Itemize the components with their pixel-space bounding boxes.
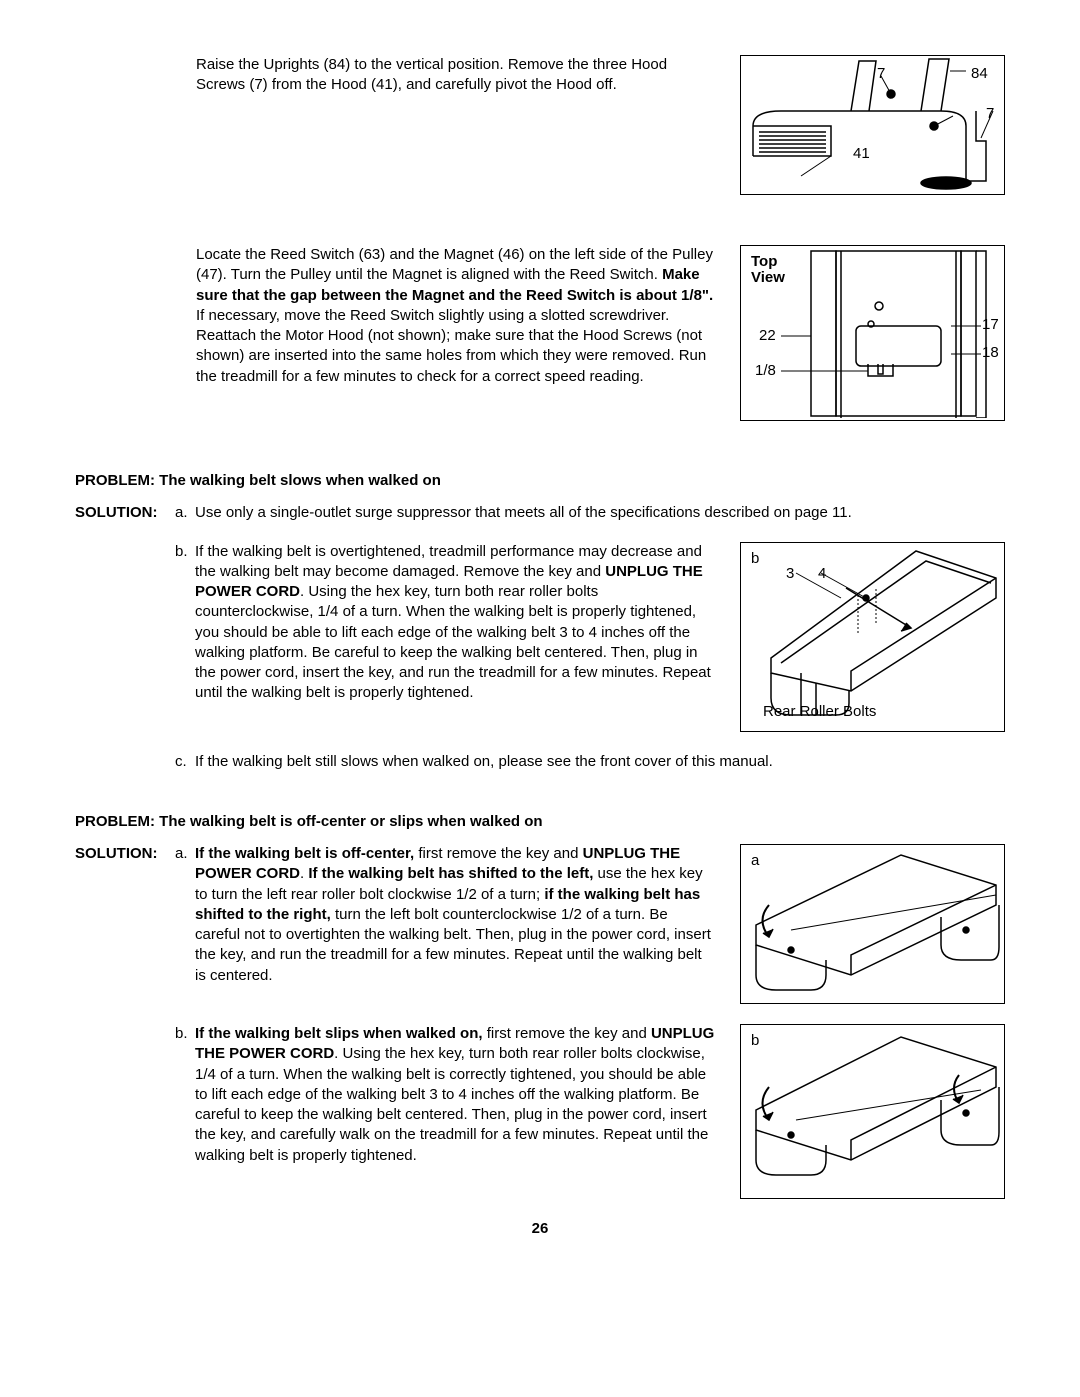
s2-p2: If necessary, move the Reed Switch sligh… bbox=[196, 307, 706, 385]
sol2b-blank bbox=[75, 1024, 175, 1166]
figure-2-topview: Top View 22 1/8 17 18 bbox=[740, 245, 1005, 421]
sol2b-text: If the walking belt slips when walked on… bbox=[195, 1024, 715, 1166]
fig5-b: b bbox=[751, 1031, 759, 1051]
fig4-a: a bbox=[751, 851, 759, 871]
solution1c: c. If the walking belt still slows when … bbox=[75, 752, 1005, 772]
problem2-heading: PROBLEM: The walking belt is off-center … bbox=[75, 812, 1005, 832]
figure-1-hood: 7 84 7 41 bbox=[740, 55, 1005, 195]
fig3-4: 4 bbox=[818, 564, 826, 584]
solution2b-section: b. If the walking belt slips when walked… bbox=[75, 1024, 1005, 1199]
p2b-p1: first remove the key and bbox=[483, 1025, 651, 1042]
section-1-text: Raise the Uprights (84) to the vertical … bbox=[75, 55, 740, 96]
fig1-label-84: 84 bbox=[971, 64, 988, 84]
fig3-3: 3 bbox=[786, 564, 794, 584]
sol2a-text: If the walking belt is off-center, first… bbox=[195, 844, 715, 986]
figure-3-rear-roller: b 3 4 Rear Roller Bolts bbox=[740, 542, 1005, 732]
fig1-label-7: 7 bbox=[877, 64, 885, 84]
sol2b-wrap: b. If the walking belt slips when walked… bbox=[75, 1024, 740, 1176]
p2a-b3: If the walking belt has shifted to the l… bbox=[308, 865, 593, 882]
fig2-r18: 18 bbox=[982, 343, 999, 363]
sol1b-letter: b. bbox=[175, 542, 195, 704]
para-raise-uprights: Raise the Uprights (84) to the vertical … bbox=[196, 55, 715, 96]
p1b-p2: . Using the hex key, turn both rear roll… bbox=[195, 583, 711, 701]
fig3-caption: Rear Roller Bolts bbox=[763, 702, 876, 722]
p2a-p1: first remove the key and bbox=[414, 845, 582, 862]
solution2a-section: SOLUTION: a. If the walking belt is off-… bbox=[75, 844, 1005, 1004]
solution1a: SOLUTION: a. Use only a single-outlet su… bbox=[75, 503, 1005, 523]
sol1c-blank bbox=[75, 752, 175, 772]
sol1b-blank bbox=[75, 542, 175, 704]
solution1b: b. If the walking belt is overtightened,… bbox=[75, 542, 715, 704]
section-2-text: Locate the Reed Switch (63) and the Magn… bbox=[75, 245, 740, 387]
figure-4-belt-a: a bbox=[740, 844, 1005, 1004]
sol1-label: SOLUTION: bbox=[75, 503, 175, 523]
sol1a-letter: a. bbox=[175, 503, 195, 523]
problem1-heading: PROBLEM: The walking belt slows when wal… bbox=[75, 471, 1005, 491]
sol1b-text: If the walking belt is overtightened, tr… bbox=[195, 542, 715, 704]
sol2-label: SOLUTION: bbox=[75, 844, 175, 986]
s2-p1: Locate the Reed Switch (63) and the Magn… bbox=[196, 246, 713, 283]
fig3-b: b bbox=[751, 549, 759, 569]
sol1a-text: Use only a single-outlet surge suppresso… bbox=[195, 503, 1005, 523]
sol1b-wrap: b. If the walking belt is overtightened,… bbox=[75, 542, 740, 714]
sol2b-letter: b. bbox=[175, 1024, 195, 1166]
p2a-b1: If the walking belt is off-center, bbox=[195, 845, 414, 862]
fig1-label-41: 41 bbox=[853, 144, 870, 164]
section-2: Locate the Reed Switch (63) and the Magn… bbox=[75, 245, 1005, 421]
sol2a-wrap: SOLUTION: a. If the walking belt is off-… bbox=[75, 844, 740, 996]
p2b-p2: . Using the hex key, turn both rear roll… bbox=[195, 1045, 708, 1163]
solution2a: SOLUTION: a. If the walking belt is off-… bbox=[75, 844, 715, 986]
section-1: Raise the Uprights (84) to the vertical … bbox=[75, 55, 1005, 195]
fig2-view: View bbox=[751, 268, 785, 288]
fig1-label-7b: 7 bbox=[986, 104, 994, 124]
sol1c-text: If the walking belt still slows when wal… bbox=[195, 752, 1005, 772]
p2b-b1: If the walking belt slips when walked on… bbox=[195, 1025, 483, 1042]
para-reed-switch: Locate the Reed Switch (63) and the Magn… bbox=[196, 245, 715, 387]
sol1c-letter: c. bbox=[175, 752, 195, 772]
page-number: 26 bbox=[75, 1219, 1005, 1239]
figure-5-belt-b: b bbox=[740, 1024, 1005, 1199]
solution2b: b. If the walking belt slips when walked… bbox=[75, 1024, 715, 1166]
fig2-18: 1/8 bbox=[755, 361, 776, 381]
solution1b-section: b. If the walking belt is overtightened,… bbox=[75, 542, 1005, 732]
sol2a-letter: a. bbox=[175, 844, 195, 986]
fig2-22: 22 bbox=[759, 326, 776, 346]
fig2-17: 17 bbox=[982, 315, 999, 335]
